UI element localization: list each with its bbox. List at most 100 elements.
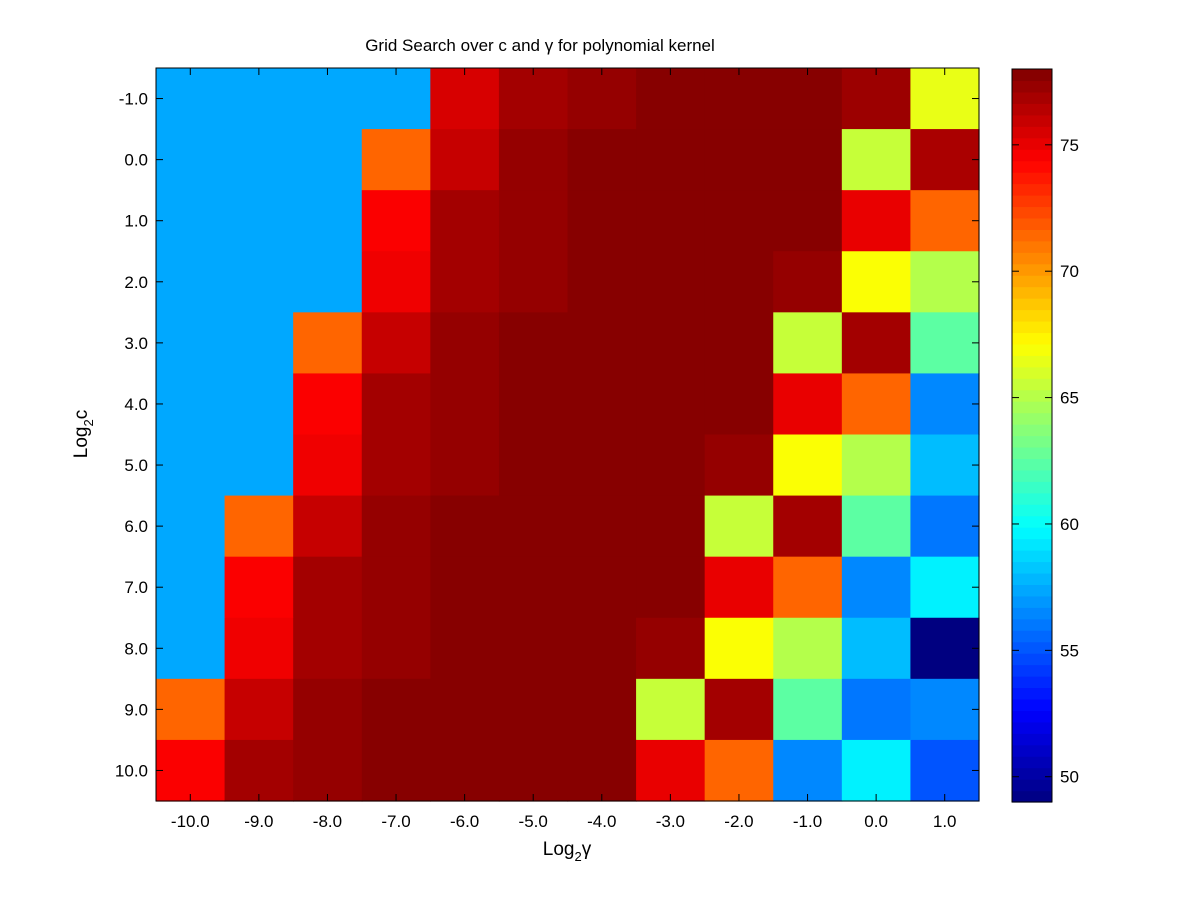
colorbar-segment xyxy=(1012,435,1052,448)
colorbar-segment xyxy=(1012,378,1052,391)
heatmap-cell xyxy=(773,68,843,130)
chart-title: Grid Search over c and γ for polynomial … xyxy=(365,36,715,55)
heatmap-cell xyxy=(361,739,431,802)
colorbar-segment xyxy=(1012,515,1052,528)
heatmap-cell xyxy=(430,312,500,375)
y-tick-label: 0.0 xyxy=(124,151,148,170)
x-axis-label: Log2γ xyxy=(543,839,592,864)
heatmap-cell xyxy=(910,617,980,680)
y-tick-label: 6.0 xyxy=(124,517,148,536)
colorbar-segment xyxy=(1012,69,1052,82)
heatmap-cell xyxy=(293,739,363,802)
colorbar-tick-label: 50 xyxy=(1060,768,1079,787)
heatmap-cell xyxy=(773,373,843,436)
heatmap-cell xyxy=(567,251,637,313)
colorbar-segment xyxy=(1012,492,1052,505)
colorbar-segment xyxy=(1012,779,1052,792)
heatmap-cell xyxy=(498,312,569,375)
x-tick-label: 0.0 xyxy=(864,812,888,831)
heatmap-cell xyxy=(567,312,637,375)
y-tick-label: 9.0 xyxy=(124,700,148,719)
heatmap-cell xyxy=(704,495,774,558)
y-tick-label: 10.0 xyxy=(115,761,148,780)
colorbar-segment xyxy=(1012,137,1052,150)
heatmap-cell xyxy=(361,68,431,130)
heatmap-cell xyxy=(841,190,912,252)
colorbar-segment xyxy=(1012,309,1052,322)
heatmap-cell xyxy=(430,617,500,680)
heatmap-cell xyxy=(224,678,294,741)
heatmap-cell xyxy=(498,434,569,497)
heatmap-cell xyxy=(773,739,843,802)
colorbar-segment xyxy=(1012,401,1052,414)
heatmap-cell xyxy=(704,190,774,252)
y-tick-label: 3.0 xyxy=(124,334,148,353)
heatmap-cell xyxy=(910,495,980,558)
heatmap-cell xyxy=(910,129,980,191)
heatmap-cell xyxy=(361,434,431,497)
heatmap-cell xyxy=(636,434,706,497)
heatmap-cell xyxy=(704,617,774,680)
x-tick-label: -6.0 xyxy=(450,812,479,831)
heatmap-cell xyxy=(293,190,363,252)
colorbar-segment xyxy=(1012,343,1052,356)
y-tick-label: 7.0 xyxy=(124,578,148,597)
heatmap-cell xyxy=(430,678,500,741)
colorbar-segment xyxy=(1012,664,1052,677)
heatmap-cell xyxy=(704,312,774,375)
heatmap-cell xyxy=(498,251,569,313)
heatmap-cell xyxy=(841,312,912,375)
colorbar-segment xyxy=(1012,298,1052,311)
heatmap-cell xyxy=(156,312,226,375)
heatmap-cell xyxy=(224,434,294,497)
heatmap-cell xyxy=(430,190,500,252)
heatmap-cell xyxy=(361,556,431,619)
heatmap-cell xyxy=(224,739,294,802)
colorbar-segment xyxy=(1012,91,1052,104)
colorbar-segment xyxy=(1012,286,1052,299)
colorbar-segment xyxy=(1012,194,1052,208)
colorbar-segment xyxy=(1012,412,1052,425)
heatmap-cell xyxy=(704,129,774,191)
colorbar-segment xyxy=(1012,721,1052,734)
heatmap-cell xyxy=(156,251,226,313)
colorbar-segment xyxy=(1012,172,1052,185)
heatmap-cell xyxy=(841,251,912,313)
heatmap-cell xyxy=(704,434,774,497)
heatmap-cell xyxy=(361,190,431,252)
heatmap-cell xyxy=(498,739,569,802)
colorbar-segment xyxy=(1012,618,1052,631)
heatmap-cell xyxy=(293,251,363,313)
heatmap-cell xyxy=(498,617,569,680)
y-axis-label-sub: 2 xyxy=(81,419,96,426)
heatmap-cell xyxy=(841,556,912,619)
heatmap-cell xyxy=(156,434,226,497)
heatmap-cell xyxy=(841,373,912,436)
heatmap-cell xyxy=(498,678,569,741)
heatmap-cell xyxy=(567,434,637,497)
heatmap-cell xyxy=(430,68,500,130)
heatmap-cell xyxy=(636,678,706,741)
x-tick-label: -3.0 xyxy=(656,812,685,831)
colorbar-segment xyxy=(1012,790,1052,803)
x-axis-label-base: Log xyxy=(543,839,575,860)
colorbar-segment xyxy=(1012,149,1052,162)
colorbar-segment xyxy=(1012,240,1052,253)
colorbar-segment xyxy=(1012,206,1052,219)
colorbar-segment xyxy=(1012,630,1052,643)
heatmap-cell xyxy=(567,129,637,191)
colorbar-segment xyxy=(1012,504,1052,517)
heatmap-cell xyxy=(361,617,431,680)
heatmap-cell xyxy=(636,68,706,130)
heatmap-cell xyxy=(498,68,569,130)
colorbar-segment xyxy=(1012,676,1052,689)
heatmap-cell xyxy=(910,312,980,375)
heatmap-cell xyxy=(224,495,294,558)
heatmap-cell xyxy=(156,739,226,802)
heatmap-cell xyxy=(773,617,843,680)
heatmap-cell xyxy=(704,251,774,313)
heatmap-cell xyxy=(636,739,706,802)
heatmap-cell xyxy=(430,129,500,191)
heatmap-cell xyxy=(636,556,706,619)
